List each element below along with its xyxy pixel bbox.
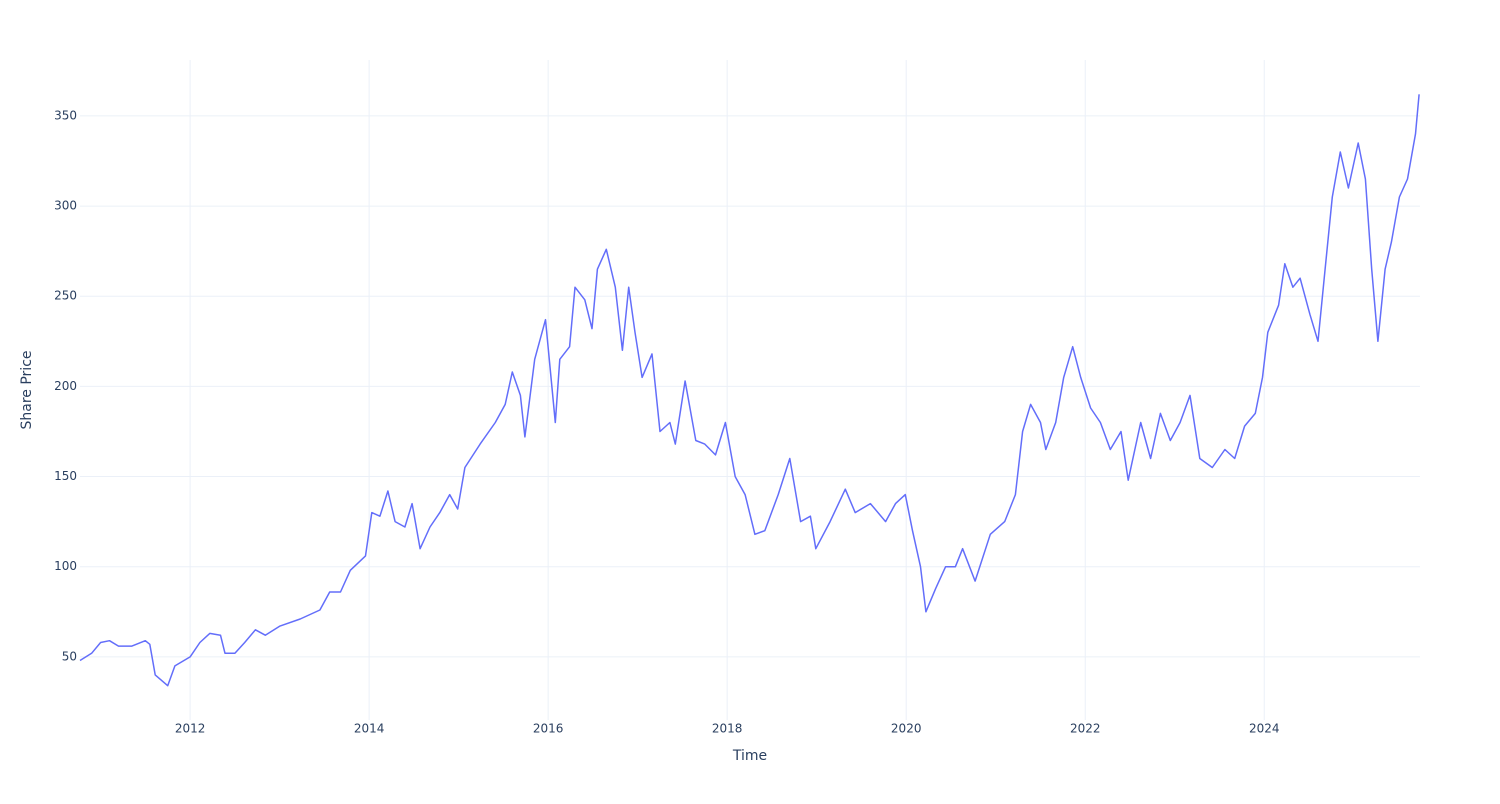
y-tick-label: 200 — [54, 379, 77, 393]
y-tick-label: 350 — [54, 108, 77, 122]
x-tick-label: 2012 — [175, 722, 206, 736]
x-tick-label: 2020 — [891, 722, 922, 736]
y-axis-title: Share Price — [19, 350, 35, 429]
x-tick-label: 2014 — [354, 722, 385, 736]
x-tick-label: 2018 — [712, 722, 743, 736]
x-tick-label: 2016 — [533, 722, 564, 736]
y-tick-label: 100 — [54, 559, 77, 573]
x-tick-label: 2022 — [1070, 722, 1101, 736]
line-series — [79, 94, 1420, 687]
y-tick-label: 250 — [54, 289, 77, 303]
y-tick-label: 50 — [62, 649, 77, 663]
y-tick-label: 300 — [54, 199, 77, 213]
x-tick-label: 2024 — [1249, 722, 1280, 736]
y-tick-label: 150 — [54, 469, 77, 483]
x-axis-title: Time — [732, 748, 767, 764]
